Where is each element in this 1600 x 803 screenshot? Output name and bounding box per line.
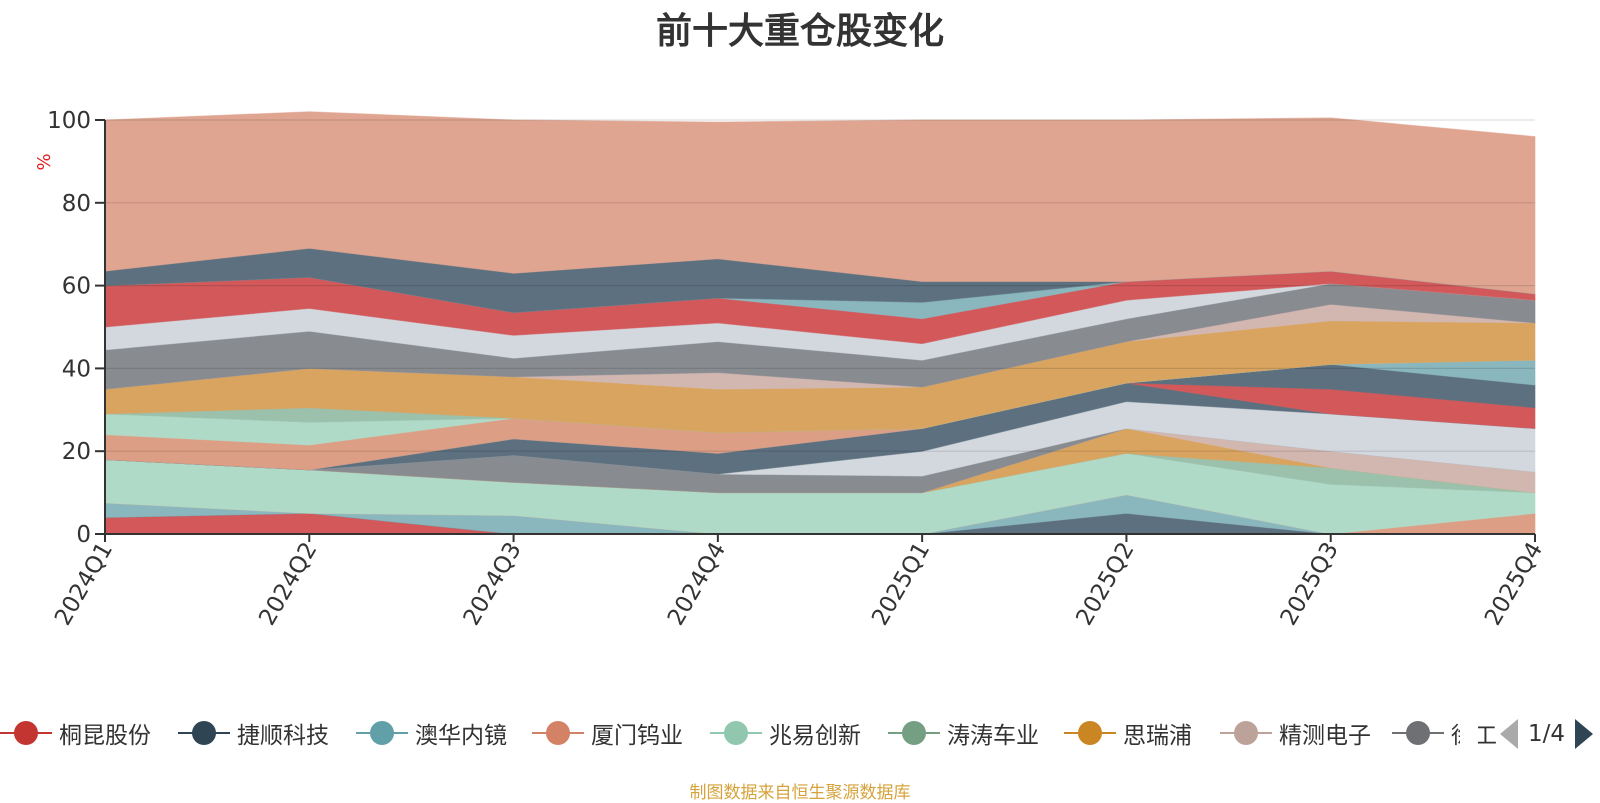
- legend-item[interactable]: 徐工: [1392, 715, 1497, 751]
- legend-label: 精测电子: [1279, 723, 1371, 749]
- legend-item[interactable]: 精测电子: [1220, 715, 1371, 751]
- x-tick-label-1: 2024Q2: [254, 538, 322, 630]
- legend-item[interactable]: 桐昆股份: [0, 715, 151, 751]
- legend-label: 兆易创新: [769, 723, 861, 749]
- x-tick-label-3: 2024Q4: [663, 538, 731, 630]
- y-axis-label: %: [34, 153, 55, 170]
- legend-pager: 1/4: [1500, 716, 1594, 752]
- legend-item[interactable]: 澳华内镜: [356, 715, 507, 751]
- legend-label: 涛涛车业: [947, 723, 1039, 749]
- legend-marker-icon: [532, 720, 584, 746]
- legend-label: 桐昆股份: [59, 723, 151, 749]
- legend-item[interactable]: 涛涛车业: [888, 715, 1039, 751]
- legend-marker-icon: [0, 720, 52, 746]
- x-tick-label-2: 2024Q3: [459, 538, 527, 630]
- legend-item[interactable]: 厦门钨业: [532, 715, 683, 751]
- legend-item[interactable]: 思瑞浦: [1064, 715, 1192, 751]
- legend-item[interactable]: 兆易创新: [710, 715, 861, 751]
- legend-overflow-mask: [1460, 712, 1478, 752]
- x-tick-label-4: 2025Q1: [867, 538, 935, 630]
- y-tick-label-1: 20: [62, 439, 91, 465]
- legend-label: 思瑞浦: [1123, 723, 1192, 749]
- y-gridlines: [105, 119, 1535, 452]
- y-tick-label-3: 60: [62, 274, 91, 300]
- legend-label: 澳华内镜: [415, 723, 507, 749]
- area-series-25[interactable]: [104, 111, 1536, 295]
- x-axis: 2024Q1 2024Q2 2024Q3 2024Q4 2025Q1 2025Q2 2025…: [50, 533, 1548, 630]
- legend-prev-page-icon[interactable]: [1500, 719, 1518, 749]
- x-tick-label-7: 2025Q4: [1480, 538, 1548, 630]
- legend-marker-icon: [356, 720, 408, 746]
- legend-marker-icon: [888, 720, 940, 746]
- legend-item[interactable]: 捷顺科技: [178, 715, 329, 751]
- legend: 桐昆股份 捷顺科技 澳华内镜 厦门钨业 兆易创新 涛涛车业 思瑞浦 精测电子徐工: [0, 715, 1600, 751]
- y-tick-label-5: 100: [47, 108, 91, 134]
- legend-marker-icon: [178, 720, 230, 746]
- y-axis: 0 20 40 60 80 100%: [34, 108, 106, 548]
- legend-next-page-icon[interactable]: [1575, 719, 1594, 749]
- legend-marker-icon: [1220, 720, 1272, 746]
- area-series-group: [104, 111, 1536, 535]
- chart-title: 前十大重仓股变化: [655, 11, 944, 52]
- x-tick-label-0: 2024Q1: [50, 538, 118, 630]
- legend-page-indicator: 1/4: [1528, 721, 1566, 747]
- legend-marker-icon: [1064, 720, 1116, 746]
- legend-marker-icon: [710, 720, 762, 746]
- y-tick-label-0: 0: [76, 522, 91, 548]
- x-tick-label-6: 2025Q3: [1276, 538, 1344, 630]
- legend-label: 捷顺科技: [237, 723, 329, 749]
- y-tick-label-2: 40: [62, 356, 91, 382]
- x-tick-label-5: 2025Q2: [1071, 538, 1139, 630]
- legend-label: 厦门钨业: [591, 723, 683, 749]
- legend-marker-icon: [1392, 720, 1444, 746]
- source-note: 制图数据来自恒生聚源数据库: [689, 783, 911, 803]
- y-tick-label-4: 80: [62, 191, 91, 217]
